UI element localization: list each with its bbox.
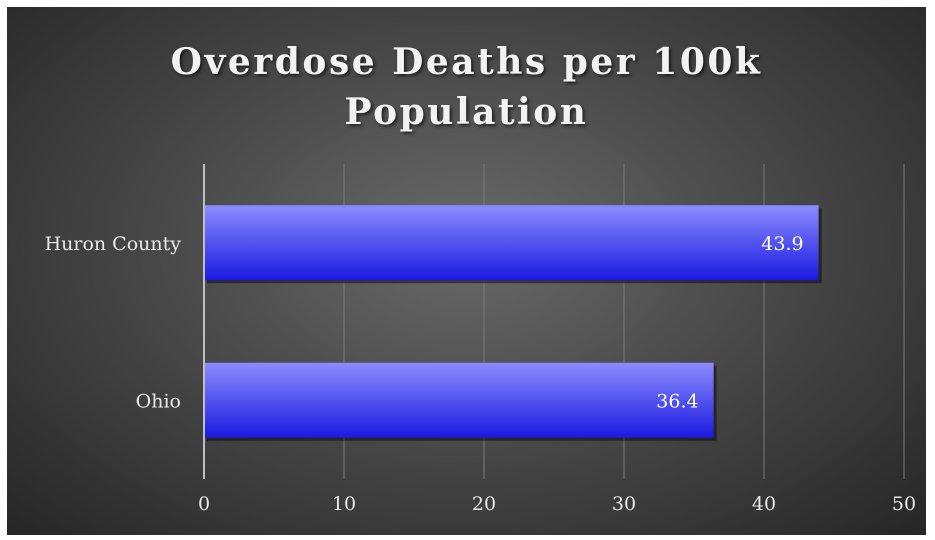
bar-chart: Huron County Ohio 0 10 20 30 40 50 43.9 36.4: [45, 164, 916, 515]
x-tick-label: 30: [612, 493, 636, 515]
chart-title: Overdose Deaths per 100k Population: [7, 37, 926, 137]
chart-title-line-2: Population: [344, 91, 589, 133]
x-tick-label: 10: [332, 493, 356, 515]
chart-frame: Overdose Deaths per 100k Population Huro…: [7, 7, 926, 535]
data-label: 43.9: [761, 233, 803, 255]
bar: [204, 205, 819, 281]
chart-title-line-1: Overdose Deaths per 100k: [170, 41, 763, 83]
data-labels: 43.9 36.4: [656, 233, 803, 413]
x-tick-labels: 0 10 20 30 40 50: [198, 493, 916, 515]
x-tick-label: 40: [752, 493, 776, 515]
x-tick-label: 0: [198, 493, 210, 515]
category-label: Huron County: [45, 233, 182, 255]
data-label: 36.4: [656, 390, 698, 412]
x-tick-label: 50: [892, 493, 916, 515]
x-tick-label: 20: [472, 493, 496, 515]
bars: [204, 205, 822, 441]
category-label: Ohio: [136, 390, 181, 412]
category-labels: Huron County Ohio: [45, 233, 182, 413]
bar: [204, 362, 714, 438]
